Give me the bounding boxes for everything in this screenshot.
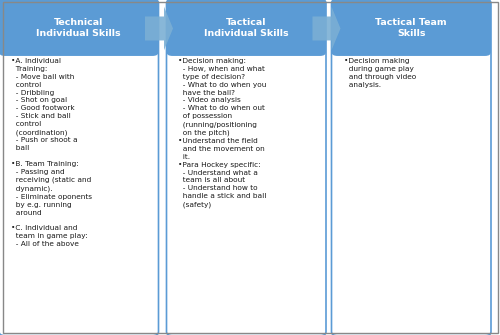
Text: •A. Individual
  Training:
  - Move ball with
  control
  - Dribbling
  - Shot o: •A. Individual Training: - Move ball wit… <box>11 58 92 247</box>
FancyBboxPatch shape <box>174 27 318 52</box>
FancyBboxPatch shape <box>166 0 326 56</box>
Polygon shape <box>312 7 340 50</box>
FancyBboxPatch shape <box>166 0 326 335</box>
Text: Technical
Individual Skills: Technical Individual Skills <box>36 18 121 38</box>
Text: Tactical
Individual Skills: Tactical Individual Skills <box>204 18 288 38</box>
FancyBboxPatch shape <box>340 27 483 52</box>
FancyBboxPatch shape <box>332 0 491 335</box>
Text: •Decision making:
  - How, when and what
  type of decision?
  - What to do when: •Decision making: - How, when and what t… <box>178 58 267 208</box>
FancyBboxPatch shape <box>7 27 150 52</box>
FancyBboxPatch shape <box>332 0 491 56</box>
FancyBboxPatch shape <box>0 0 158 56</box>
Polygon shape <box>145 7 173 50</box>
Text: Tactical Team
Skills: Tactical Team Skills <box>376 18 447 38</box>
Text: •Decision making
  during game play
  and through video
  analysis.: •Decision making during game play and th… <box>344 58 416 88</box>
FancyBboxPatch shape <box>0 0 158 335</box>
